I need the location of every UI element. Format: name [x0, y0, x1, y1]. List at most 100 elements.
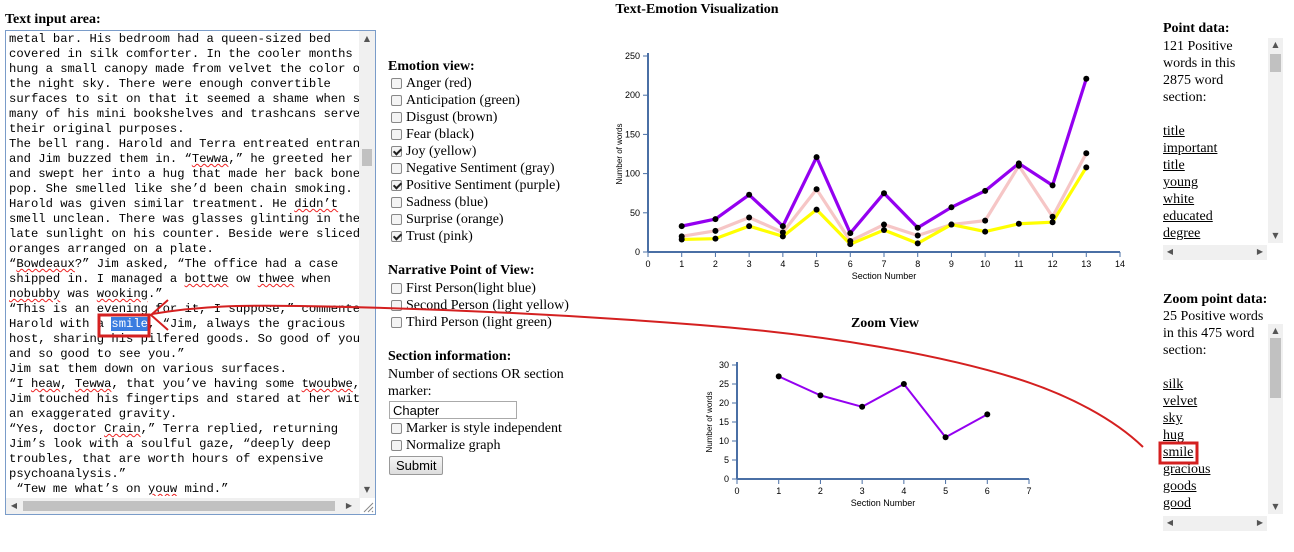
scroll-left-arrow-icon[interactable]: ◀ — [10, 501, 18, 510]
point-data-word-link[interactable]: white — [1163, 192, 1195, 207]
text-hscroll-thumb[interactable] — [23, 501, 335, 511]
emotion-option[interactable]: Anger (red) — [388, 75, 560, 92]
text-scroll-thumb[interactable] — [362, 149, 372, 166]
data-point — [984, 411, 991, 418]
x-axis-label: Section Number — [852, 271, 917, 281]
emotion-checkbox[interactable] — [391, 95, 402, 106]
x-tick-label: 1 — [679, 259, 684, 269]
emotion-option[interactable]: Trust (pink) — [388, 228, 560, 245]
point-data-word-link[interactable]: important — [1163, 141, 1218, 156]
text-line: and Jim buzzed them in. “Tewwa,” he gree… — [9, 152, 353, 166]
point-data-hscrollbar[interactable]: ◀ ▶ — [1163, 245, 1267, 260]
point-data-word-link[interactable]: young — [1163, 175, 1198, 190]
emotion-label: Sadness (blue) — [406, 194, 489, 210]
emotion-view-options: Anger (red) Anticipation (green) Disgust (… — [388, 75, 560, 245]
zoom-data-word-link[interactable]: sky — [1163, 411, 1183, 426]
zoom-data-word-link[interactable]: velvet — [1163, 394, 1198, 409]
section-info-desc: Number of sections OR section marker: — [388, 366, 564, 400]
text-line: psychoanalysis.” — [9, 467, 127, 481]
data-point — [982, 217, 989, 224]
emotion-option[interactable]: Sadness (blue) — [388, 194, 560, 211]
zoom-data-hscrollbar[interactable]: ◀ ▶ — [1163, 516, 1267, 531]
x-tick-label: 10 — [980, 259, 990, 269]
emotion-option[interactable]: Surprise (orange) — [388, 211, 560, 228]
zoom-data-word-link[interactable]: goods — [1163, 479, 1197, 494]
text-horizontal-scrollbar[interactable]: ◀ ▶ — [6, 498, 360, 514]
emotion-checkbox[interactable] — [391, 78, 402, 89]
point-scroll-left-icon[interactable]: ◀ — [1166, 247, 1174, 256]
zoom-scroll-left-icon[interactable]: ◀ — [1166, 518, 1174, 527]
point-data-word-link[interactable]: educated — [1163, 209, 1213, 224]
zoom-scroll-right-icon[interactable]: ▶ — [1256, 518, 1264, 527]
emotion-view-title: Emotion view: — [388, 59, 475, 74]
resize-grip-icon[interactable] — [360, 499, 374, 513]
narrative-checkbox[interactable] — [391, 283, 402, 294]
point-scroll-down-icon[interactable]: ▼ — [1272, 231, 1279, 240]
emotion-checkbox[interactable] — [391, 197, 402, 208]
narrative-checkbox[interactable] — [391, 300, 402, 311]
emotion-checkbox[interactable] — [391, 112, 402, 123]
x-tick-label: 4 — [780, 259, 785, 269]
point-data-scrollbar[interactable]: ▲ ▼ — [1268, 38, 1283, 243]
scroll-down-arrow-icon[interactable]: ▼ — [363, 485, 371, 494]
zoom-data-word-link[interactable]: smile — [1163, 445, 1194, 460]
style-independent-checkbox[interactable] — [391, 423, 402, 434]
zoom-scroll-thumb[interactable] — [1270, 338, 1281, 398]
style-independent-option[interactable]: Marker is style independent — [388, 420, 562, 437]
emotion-label: Trust (pink) — [406, 228, 473, 244]
zoom-data-word-link[interactable]: silk — [1163, 377, 1184, 392]
emotion-option[interactable]: Disgust (brown) — [388, 109, 560, 126]
zoom-point-data-list[interactable]: 25 Positive words in this 475 word section… — [1163, 308, 1267, 513]
zoom-data-scrollbar[interactable]: ▲ ▼ — [1268, 324, 1283, 514]
zoom-scroll-down-icon[interactable]: ▼ — [1272, 502, 1279, 511]
emotion-checkbox[interactable] — [391, 231, 402, 242]
y-tick-label: 150 — [625, 129, 640, 139]
emotion-checkbox[interactable] — [391, 163, 402, 174]
normalize-label: Normalize graph — [406, 437, 501, 453]
point-scroll-up-icon[interactable]: ▲ — [1272, 40, 1279, 49]
y-tick-label: 20 — [719, 398, 729, 408]
narrative-checkbox[interactable] — [391, 317, 402, 328]
zoom-data-word-link[interactable]: gracious — [1163, 462, 1211, 477]
emotion-option[interactable]: Positive Sentiment (purple) — [388, 177, 560, 194]
emotion-option[interactable]: Negative Sentiment (gray) — [388, 160, 560, 177]
emotion-checkbox[interactable] — [391, 146, 402, 157]
scroll-right-arrow-icon[interactable]: ▶ — [345, 501, 353, 510]
narrative-option[interactable]: Third Person (light green) — [388, 314, 569, 331]
section-marker-input[interactable] — [389, 401, 517, 419]
text-input-area[interactable]: metal bar. His bedroom had a queen-sized… — [5, 30, 376, 515]
emotion-checkbox[interactable] — [391, 214, 402, 225]
narrative-option[interactable]: Second Person (light yellow) — [388, 297, 569, 314]
point-data-word-link[interactable]: title — [1163, 124, 1185, 139]
emotion-checkbox[interactable] — [391, 129, 402, 140]
submit-button[interactable]: Submit — [389, 456, 444, 475]
text-input-content[interactable]: metal bar. His bedroom had a queen-sized… — [9, 32, 361, 496]
zoom-data-word-link[interactable]: good — [1163, 496, 1191, 511]
point-data-summary-line: 121 Positive — [1163, 39, 1233, 54]
normalize-checkbox[interactable] — [391, 440, 402, 451]
emotion-option[interactable]: Anticipation (green) — [388, 92, 560, 109]
point-scroll-thumb[interactable] — [1270, 54, 1281, 72]
point-scroll-right-icon[interactable]: ▶ — [1256, 247, 1264, 256]
text-line: metal bar. His bedroom had a queen-sized… — [9, 32, 331, 46]
point-data-list[interactable]: 121 Positive words in this 2875 word sectio… — [1163, 38, 1266, 241]
emotion-checkbox[interactable] — [391, 180, 402, 191]
y-axis-label: Number of words — [615, 124, 624, 185]
emotion-option[interactable]: Joy (yellow) — [388, 143, 560, 160]
normalize-option[interactable]: Normalize graph — [388, 437, 562, 454]
y-tick-label: 30 — [719, 360, 729, 370]
emotion-label: Anticipation (green) — [406, 92, 520, 108]
data-point — [914, 232, 921, 239]
zoom-scroll-up-icon[interactable]: ▲ — [1272, 326, 1279, 335]
scroll-up-arrow-icon[interactable]: ▲ — [363, 34, 371, 43]
text-vertical-scrollbar[interactable]: ▲ ▼ — [359, 31, 375, 498]
narrative-option[interactable]: First Person(light blue) — [388, 280, 569, 297]
y-tick-label: 200 — [625, 90, 640, 100]
list-spacer — [1163, 106, 1266, 123]
zoom-data-word-link[interactable]: hug — [1163, 428, 1184, 443]
point-data-word-link[interactable]: degree — [1163, 226, 1201, 241]
data-point — [1049, 219, 1056, 226]
emotion-option[interactable]: Fear (black) — [388, 126, 560, 143]
point-data-word-link[interactable]: title — [1163, 158, 1185, 173]
